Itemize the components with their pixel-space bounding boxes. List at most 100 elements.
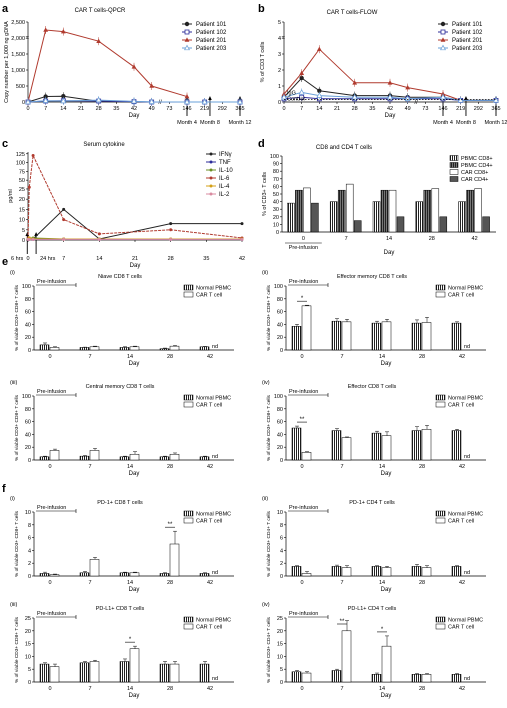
- data-point: [60, 29, 66, 34]
- y-tick-label: 20: [25, 445, 31, 451]
- y-tick-label: 100: [274, 284, 283, 290]
- bar: [287, 202, 295, 233]
- y-tick-label: 60: [273, 184, 279, 190]
- data-point: [27, 185, 31, 189]
- bar-normal: [79, 662, 90, 683]
- igg-control-label: Control: [287, 97, 305, 103]
- legend-marker: [184, 37, 190, 42]
- bar-normal: [291, 326, 302, 351]
- x-tick-label: 14: [127, 464, 133, 470]
- legend-label-normal: Normal PBMC: [448, 618, 483, 624]
- bar-normal: [159, 573, 170, 577]
- bar-normal: [79, 572, 90, 577]
- bar-car: [89, 559, 100, 577]
- x-tick-label: 7: [340, 464, 343, 470]
- bar-normal: [331, 566, 342, 577]
- x-axis-label: Day: [129, 113, 140, 119]
- x-tick-label: 14: [379, 686, 385, 692]
- x-tick-label: 49: [149, 106, 155, 112]
- panel-letter-a: a: [2, 3, 9, 15]
- legend-marker: [209, 192, 213, 196]
- series-line: [27, 29, 188, 103]
- data-point: [25, 98, 31, 105]
- panel-title: Central memory CD8 T cells: [86, 384, 155, 390]
- y-axis-label: % of viable CD3+ CD8+ T cells: [14, 616, 20, 683]
- x-tick-label: 42: [459, 464, 465, 470]
- panel-title: PD-1+ CD4 T cells: [349, 500, 395, 506]
- data-point: [299, 70, 305, 75]
- x-tick-label: 7: [88, 354, 91, 360]
- y-tick-label: 60: [277, 420, 283, 426]
- data-point: [351, 93, 358, 100]
- panel-eii: (ii) Effector memory CD8 T cells 0 20 40 60 80…: [262, 270, 486, 367]
- bar-car: [89, 661, 100, 683]
- milestone-label: Month 4: [433, 120, 453, 126]
- bar-normal: [411, 566, 422, 577]
- pre-infusion-label: Pre-infusion: [289, 279, 318, 285]
- bar-normal: [371, 674, 382, 683]
- bar-car: [381, 321, 392, 351]
- x-tick-label: 0: [48, 686, 51, 692]
- bar-car: [341, 567, 352, 577]
- bar-car: [421, 429, 432, 461]
- x-tick-label: 14: [127, 354, 133, 360]
- bar-car: [49, 347, 60, 351]
- bar-normal: [451, 430, 462, 461]
- data-point: [240, 222, 244, 226]
- bar-normal: [159, 456, 170, 461]
- x-axis-label: Day: [129, 471, 140, 477]
- panel-fiii: (iii) PD-L1+ CD8 T cells 0 5 10 15 20 25 % of vi…: [10, 602, 234, 699]
- x-tick-label: 28: [419, 354, 425, 360]
- y-tick-label: 90: [273, 162, 279, 168]
- x-tick-label: 0: [302, 236, 305, 242]
- x-tick-label: 0: [300, 580, 303, 586]
- legend-label-car: CAR T cell: [196, 519, 222, 525]
- y-tick-label: 20: [277, 445, 283, 451]
- x-tick-label: 42: [207, 354, 213, 360]
- bar: [345, 183, 354, 233]
- y-tick-label: 0: [28, 458, 31, 464]
- x-axis-label: Day: [381, 361, 392, 367]
- nd-label: nd: [212, 570, 218, 576]
- legend-label-normal: Normal PBMC: [196, 396, 231, 402]
- y-tick-label: 2,000: [11, 36, 25, 42]
- bar: [388, 189, 397, 233]
- bar-normal: [451, 566, 462, 577]
- legend-marker: [209, 160, 213, 164]
- x-tick-label: 28: [167, 580, 173, 586]
- bar: [311, 202, 319, 233]
- bar-normal: [411, 674, 422, 683]
- data-point: [60, 97, 67, 104]
- x-tick-label: 42: [131, 106, 137, 112]
- x-tick-label: 0: [300, 354, 303, 360]
- x-tick-label: 14: [60, 106, 66, 112]
- data-point: [169, 237, 173, 241]
- x-tick-label: 7: [44, 106, 47, 112]
- series-line: [27, 153, 243, 239]
- y-tick-label: 30: [273, 207, 279, 213]
- y-tick-label: 0: [280, 348, 283, 354]
- x-tick-label: 14: [96, 256, 102, 262]
- x-tick-label: 7: [88, 686, 91, 692]
- panel-roman: (ii): [262, 496, 268, 502]
- panel-letter-d: d: [258, 138, 265, 150]
- legend-marker: [184, 44, 190, 51]
- y-tick-label: 5: [280, 667, 283, 673]
- legend-marker: [440, 44, 446, 51]
- bar-car: [301, 305, 312, 351]
- legend-label: Patient 102: [196, 30, 227, 36]
- x-tick-label: 0: [300, 686, 303, 692]
- x-tick-label: 7: [340, 580, 343, 586]
- x-tick-label: 73: [422, 106, 428, 112]
- panel-c-title: Serum cytokine: [83, 142, 125, 148]
- legend-swatch-normal: [183, 616, 194, 623]
- y-tick-label: 2: [28, 561, 31, 567]
- nd-label: nd: [464, 344, 470, 350]
- x-tick-label: 42: [207, 686, 213, 692]
- legend-swatch-car: [435, 401, 446, 408]
- legend-label: TNF: [219, 160, 231, 166]
- bar-car: [169, 543, 180, 577]
- legend-label-car: CAR T cell: [196, 293, 222, 299]
- y-tick-label: 100: [22, 284, 31, 290]
- x-tick-label: 292: [474, 106, 483, 112]
